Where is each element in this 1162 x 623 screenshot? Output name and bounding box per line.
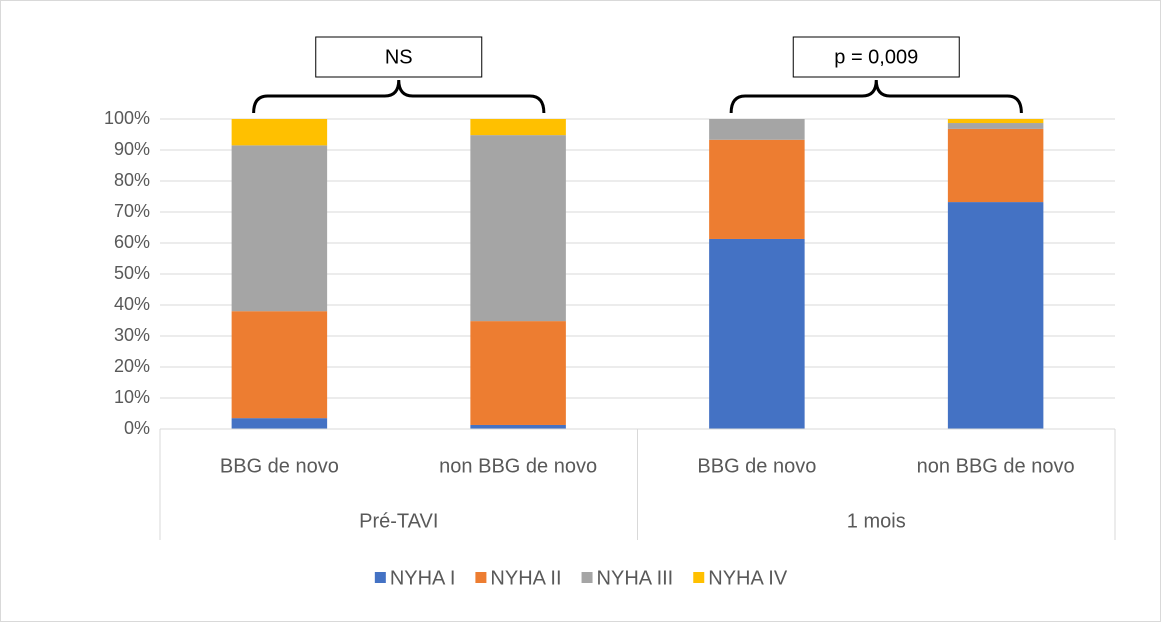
legend-swatch <box>374 572 386 583</box>
bar-segment <box>470 135 566 322</box>
y-tick-label: 100% <box>104 108 150 128</box>
bar-segment <box>470 424 566 429</box>
bar-segment <box>231 418 328 429</box>
annotation: NS <box>385 46 413 68</box>
y-tick-label: 60% <box>114 232 150 252</box>
bar-segment <box>470 119 566 136</box>
x-tick-label: BBG de novo <box>697 455 816 477</box>
bar-segment <box>709 139 805 239</box>
annotation: p = 0,009 <box>834 46 918 68</box>
legend-swatch <box>475 572 487 583</box>
x-tick-label: BBG de novo <box>220 455 339 477</box>
y-tick-label: 90% <box>114 139 150 159</box>
y-tick-label: 20% <box>114 356 150 376</box>
bar-segment <box>709 238 805 429</box>
group-label: Pré-TAVI <box>359 510 438 532</box>
bar-segment <box>947 123 1044 129</box>
x-tick-label: non BBG de novo <box>439 455 597 477</box>
legend-label: NYHA III <box>597 567 674 589</box>
bar-segment <box>231 311 328 419</box>
legend-label: NYHA I <box>390 567 456 589</box>
legend-swatch <box>693 572 705 583</box>
y-tick-label: 30% <box>114 325 150 345</box>
y-tick-label: 50% <box>114 263 150 283</box>
x-tick-label: non BBG de novo <box>917 455 1075 477</box>
bar-segment <box>709 119 805 140</box>
bar-segment <box>947 202 1044 429</box>
bar-segment <box>231 119 328 146</box>
bar-segment <box>231 145 328 312</box>
legend-label: NYHA II <box>490 567 561 589</box>
bar-segment <box>947 119 1044 124</box>
group-label: 1 mois <box>847 510 906 532</box>
y-tick-label: 80% <box>114 170 150 190</box>
annotation-box <box>792 36 960 78</box>
bar-segment <box>470 321 566 425</box>
bar-segment <box>947 128 1044 203</box>
y-tick-label: 40% <box>114 294 150 314</box>
legend-swatch <box>581 572 593 583</box>
y-tick-label: 10% <box>114 387 150 407</box>
y-tick-label: 0% <box>124 418 150 438</box>
legend-label: NYHA IV <box>708 567 788 589</box>
y-tick-label: 70% <box>114 201 150 221</box>
bracket <box>252 79 546 114</box>
bracket <box>729 79 1023 114</box>
annotation-box <box>315 36 483 78</box>
